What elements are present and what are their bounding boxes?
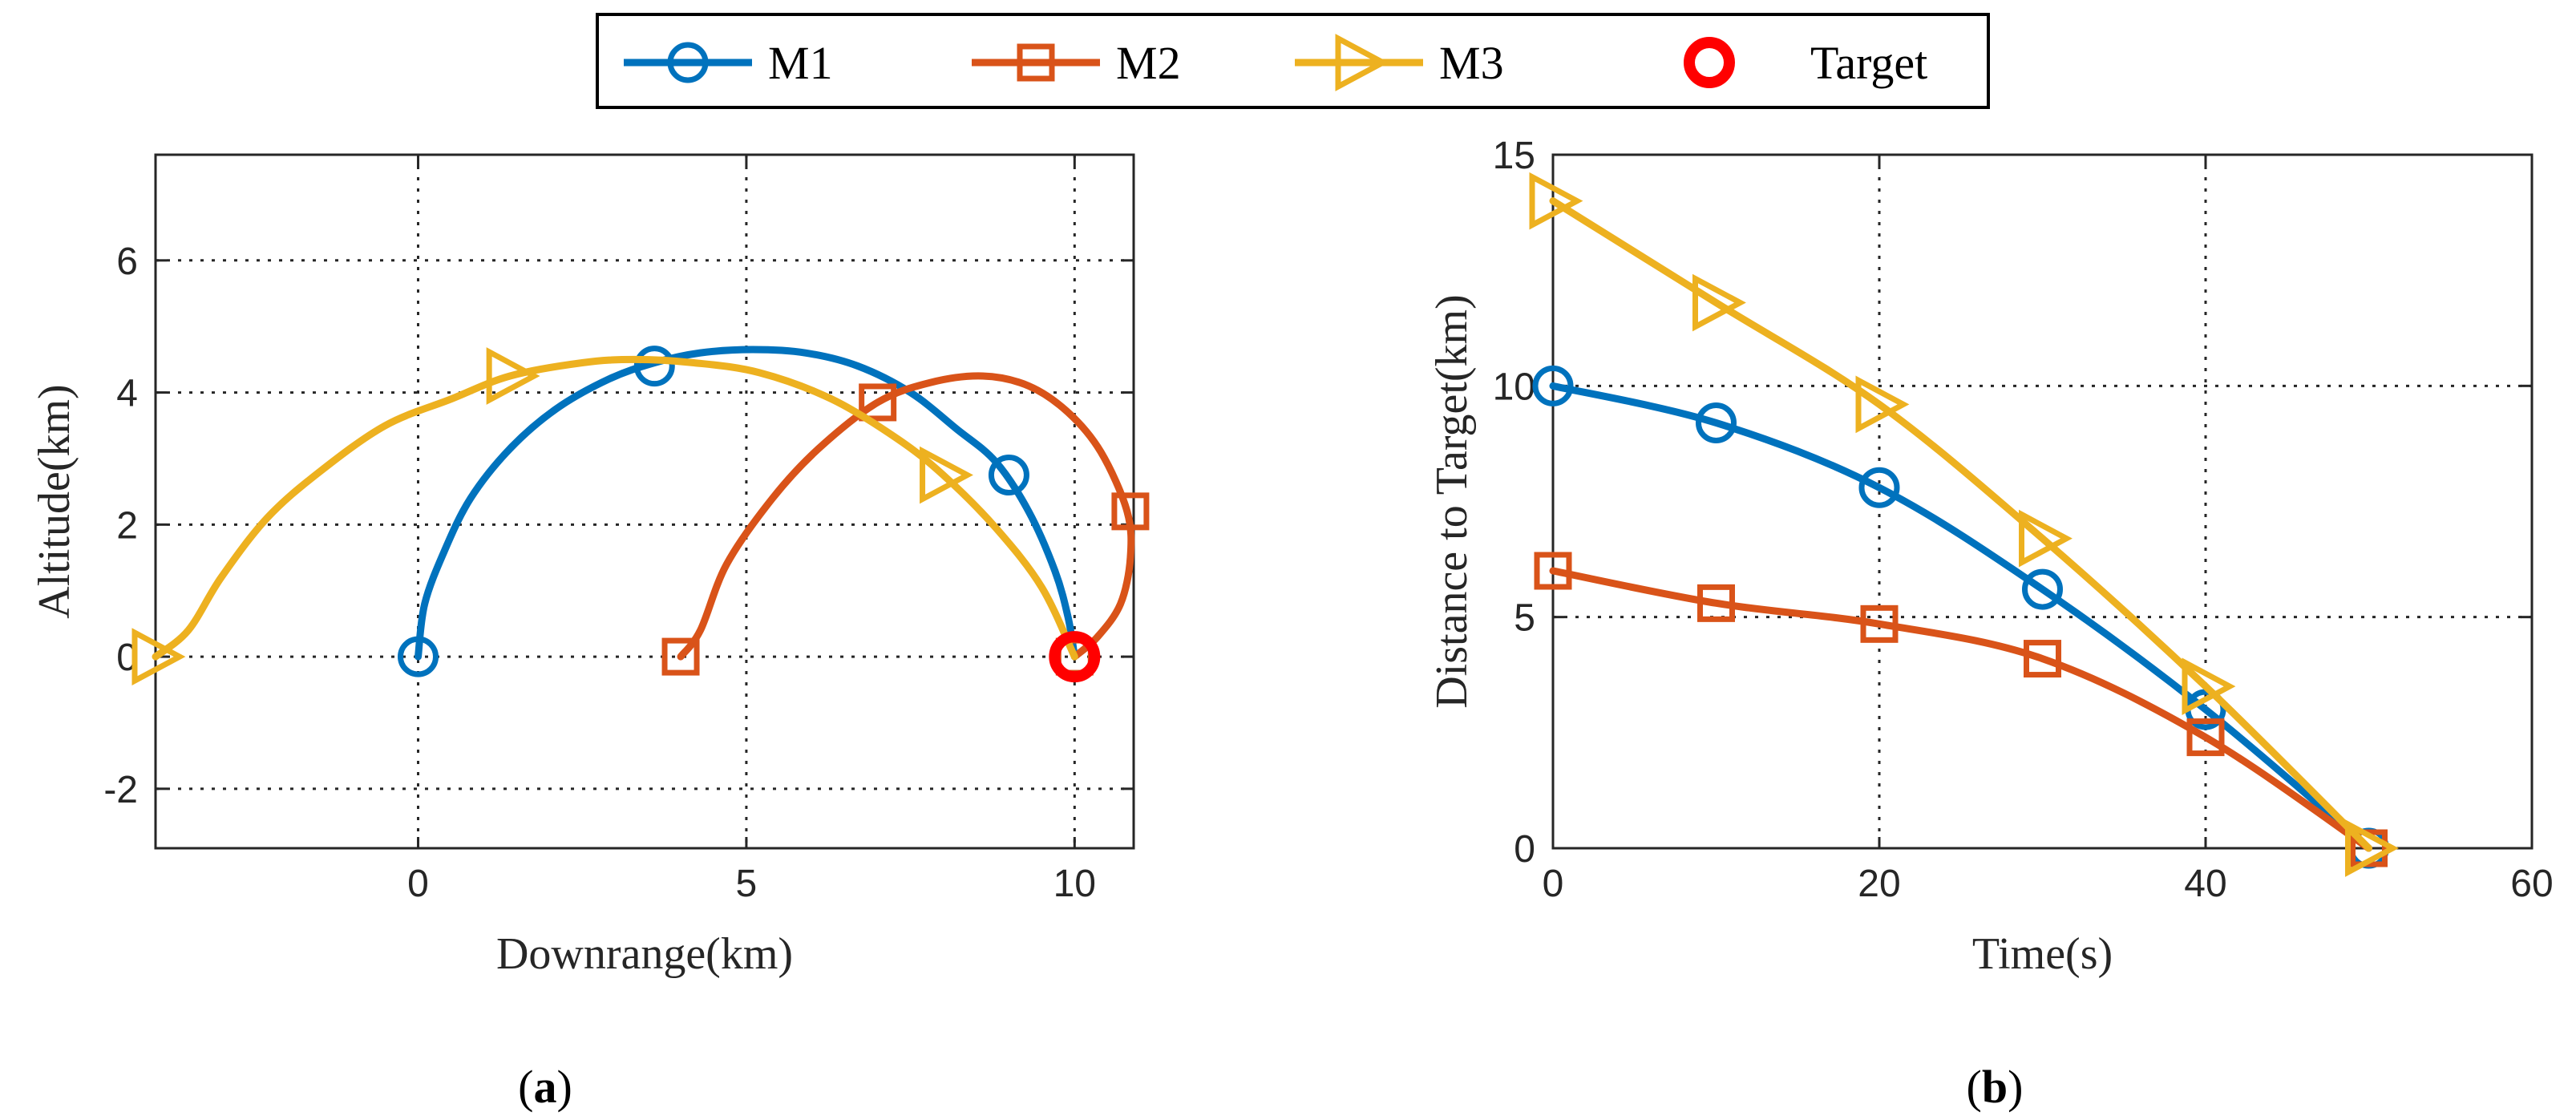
- y-tick-label: 5: [1514, 597, 1535, 640]
- legend-marker-target: [1684, 37, 1735, 88]
- legend-label-m1: M1: [768, 37, 833, 89]
- y-axis-label: Altitude(km): [30, 384, 79, 618]
- plot-frame: [1551, 153, 2534, 850]
- data-point-m1-2: [988, 455, 1029, 496]
- x-tick-label: 20: [1858, 863, 1900, 905]
- series-line-m1: [415, 346, 1078, 661]
- x-tick-label: 5: [736, 863, 758, 905]
- x-tick-label: 0: [407, 863, 429, 905]
- x-tick-label: 60: [2510, 863, 2553, 905]
- x-tick-label: 40: [2184, 863, 2226, 905]
- x-axis-label: Downrange(km): [496, 929, 793, 979]
- legend-marker-m2: [1017, 43, 1055, 82]
- data-point-m2-1: [1697, 584, 1735, 622]
- legend: M1 M2 M3 Target: [596, 13, 1990, 109]
- legend-box: [596, 13, 1990, 109]
- y-tick-label: 10: [1493, 366, 1535, 408]
- y-tick-label: 0: [1514, 828, 1535, 871]
- data-point-m3-0: [1529, 172, 1583, 230]
- data-point-m2-0: [1534, 552, 1572, 590]
- data-point-m1-2: [1858, 467, 1900, 508]
- data-point-m1-0: [398, 636, 439, 677]
- series-m3: [1529, 172, 2399, 877]
- target-point: [1049, 631, 1101, 683]
- data-point-m3-5: [2345, 819, 2399, 877]
- data-point-m1-0: [1532, 365, 1574, 406]
- panel-label-b: (b): [1967, 1061, 2024, 1113]
- plot-frame: [154, 153, 1135, 850]
- series-m1: [1532, 365, 2389, 869]
- x-axis-label: Time(s): [1972, 929, 2113, 979]
- series-line-m2: [677, 372, 1135, 661]
- series-line-m2: [1549, 567, 2372, 852]
- y-tick-label: 15: [1493, 135, 1535, 177]
- data-point-m3-3: [2019, 509, 2073, 568]
- series-line-m1: [1549, 382, 2372, 852]
- data-point-m2-3: [2024, 640, 2061, 678]
- data-point-m2-2: [1860, 604, 1899, 643]
- legend-marker-m1: [667, 42, 709, 83]
- chart-panel-b: 0 20 40 60 0 5 10 15 Time(s) Distance to Target(k…: [1427, 135, 2554, 979]
- series-line-m3: [152, 355, 1078, 661]
- series-m1: [398, 346, 1078, 677]
- y-tick-label: 4: [116, 373, 138, 415]
- x-tick-label: 0: [1543, 863, 1564, 905]
- data-point-m3-2: [1855, 375, 1910, 434]
- series-line-m3: [1549, 197, 2372, 852]
- legend-label-m2: M2: [1116, 37, 1181, 89]
- legend-label-m3: M3: [1439, 37, 1504, 89]
- data-point-m3-0: [131, 628, 186, 685]
- data-point-m1-1: [633, 346, 675, 387]
- data-point-m2-0: [661, 637, 700, 676]
- x-tick-label: 10: [1053, 863, 1096, 905]
- data-point-m1-3: [2022, 568, 2063, 610]
- data-point-m1-1: [1696, 402, 1737, 443]
- data-point-m2-4: [2186, 718, 2225, 757]
- series-m2: [1534, 552, 2388, 867]
- y-tick-label: -2: [103, 769, 138, 811]
- legend-label-target: Target: [1810, 37, 1927, 89]
- series-m3: [131, 347, 1078, 685]
- y-tick-label: 6: [116, 241, 138, 283]
- data-point-m3-2: [920, 446, 973, 504]
- data-point-m2-2: [1111, 492, 1150, 531]
- legend-marker-m3: [1335, 34, 1389, 91]
- data-point-m2-1: [859, 383, 897, 422]
- y-tick-label: 2: [116, 504, 138, 547]
- series-m2: [661, 372, 1150, 676]
- data-point-m3-1: [486, 347, 540, 405]
- data-point-m3-1: [1692, 273, 1746, 332]
- data-point-m3-4: [2182, 657, 2236, 716]
- panel-label-a: (a): [518, 1061, 572, 1113]
- y-axis-label: Distance to Target(km): [1427, 294, 1477, 709]
